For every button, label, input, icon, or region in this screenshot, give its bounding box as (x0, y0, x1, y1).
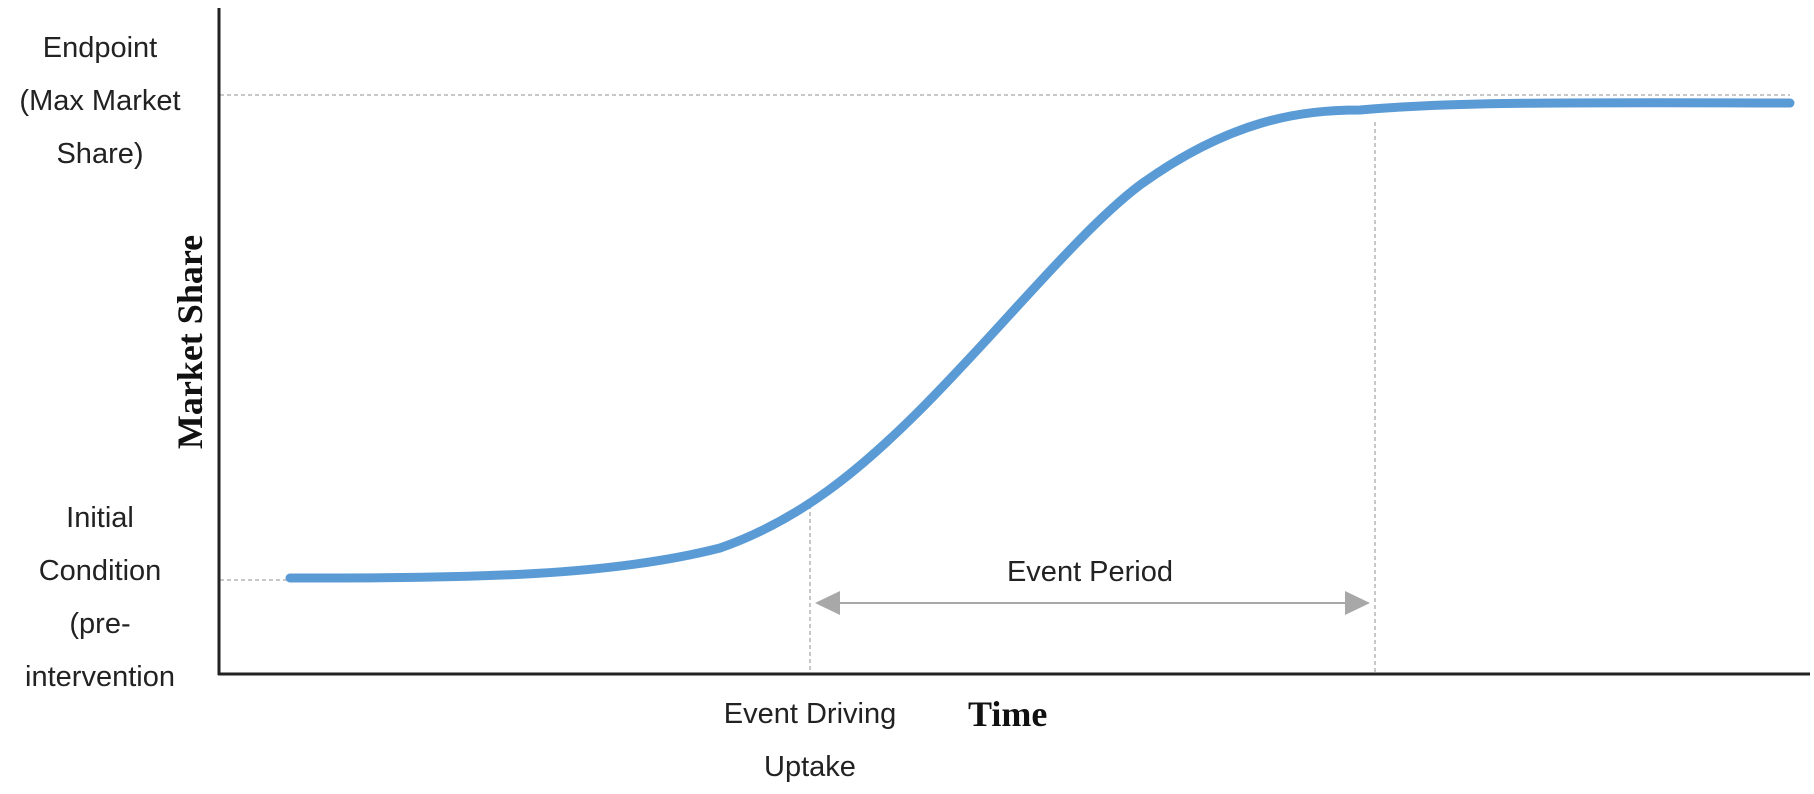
initial-label-line: intervention (25, 661, 175, 693)
endpoint-label-line: (Max Market (19, 85, 181, 117)
endpoint-label: Endpoint (Max Market Share) (0, 22, 200, 181)
event-period-arrow-left-head (815, 591, 840, 615)
x-axis-title: Time (968, 694, 1048, 734)
y-axis-title: Market Share (170, 234, 210, 450)
event-driving-label-line: Uptake (764, 751, 856, 783)
endpoint-label-line: Endpoint (42, 32, 158, 64)
event-period-arrow-right-head (1345, 591, 1370, 615)
event-driving-uptake-label: Event Driving Uptake (690, 688, 930, 794)
initial-label-line: Initial (66, 502, 134, 534)
initial-label-line: (pre- (69, 608, 131, 640)
initial-label-line: Condition (38, 555, 162, 587)
initial-condition-label: Initial Condition (pre- intervention (0, 492, 200, 704)
endpoint-label-line: Share) (56, 138, 144, 170)
market-share-s-curve (285, 98, 1795, 583)
event-period-label: Event Period (1006, 556, 1174, 588)
event-driving-label-line: Event Driving (723, 698, 897, 730)
